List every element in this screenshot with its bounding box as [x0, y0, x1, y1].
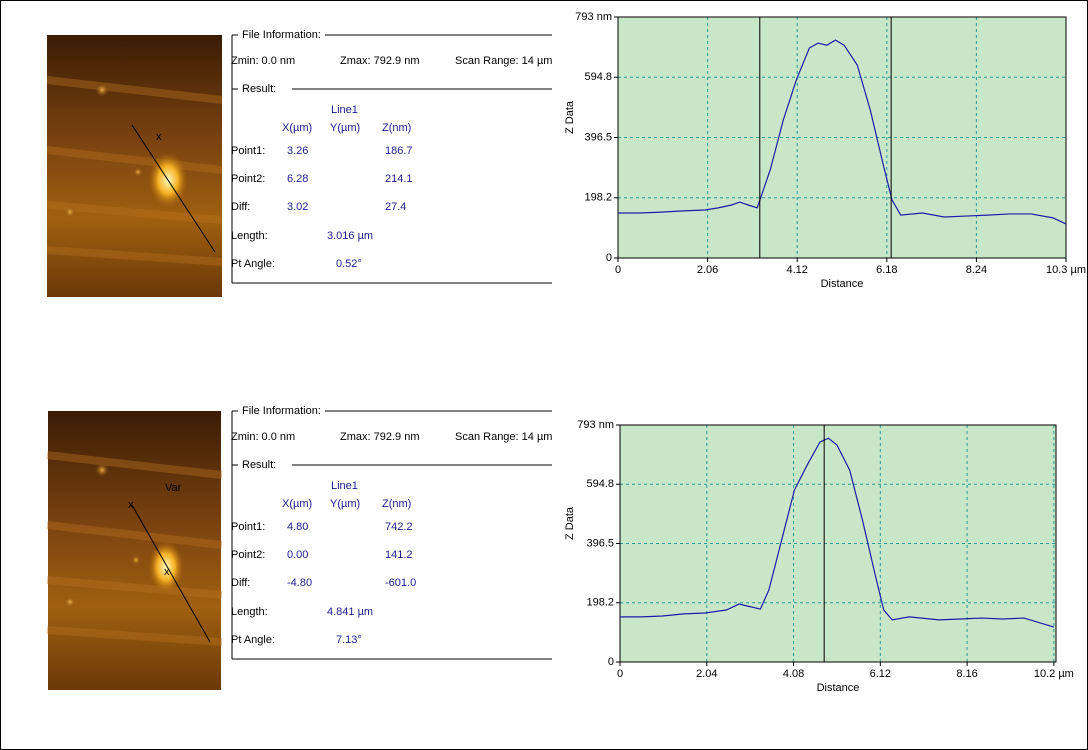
row-label: Diff: [231, 577, 250, 589]
column-header: Y(µm) [330, 122, 360, 134]
image-label: Var [165, 482, 182, 494]
y-tick-label: 396.5 [584, 131, 612, 143]
y-tick-label: 396.5 [586, 537, 614, 549]
column-header: Y(µm) [330, 498, 360, 510]
y-tick-label: 594.8 [586, 478, 614, 490]
x-value: 0.00 [287, 549, 308, 561]
column-header: Z(nm) [382, 498, 411, 510]
line-name: Line1 [331, 480, 358, 492]
zmin: Zmin: 0.0 nm [231, 431, 295, 443]
x-tick-label: 2.06 [697, 264, 718, 276]
svg-text:x: x [128, 499, 134, 511]
x-tick-label: 2.04 [696, 668, 717, 680]
z-value: -601.0 [385, 577, 416, 589]
svg-text:x: x [164, 566, 170, 578]
row-label: Point2: [231, 173, 265, 185]
x-tick-label: 0 [615, 264, 621, 276]
column-header: X(µm) [282, 498, 312, 510]
line-name: Line1 [331, 104, 358, 116]
z-value: 214.1 [385, 173, 413, 185]
x-tick-label: 10.2 µm [1034, 668, 1074, 680]
x-tick-label: 6.12 [870, 668, 891, 680]
angle-label: Pt Angle: [231, 258, 275, 270]
x-value: 6.28 [287, 173, 308, 185]
svg-text:x: x [156, 131, 162, 143]
x-value: -4.80 [287, 577, 312, 589]
x-tick-label: 8.16 [956, 668, 977, 680]
row-label: Point2: [231, 549, 265, 561]
z-value: 141.2 [385, 549, 413, 561]
y-axis-label: Z Data [564, 100, 576, 134]
x-tick-label: 4.12 [786, 264, 807, 276]
x-tick-label: 6.18 [876, 264, 897, 276]
screenshot: x x x File Information: Zmin: 0.0 nm Zmax:… [0, 0, 1088, 750]
z-value: 27.4 [385, 201, 406, 213]
column-header: X(µm) [282, 122, 312, 134]
column-header: Z(nm) [382, 122, 411, 134]
section-label: File Information: [242, 405, 321, 417]
angle-label: Pt Angle: [231, 634, 275, 646]
angle-value: 7.13° [336, 634, 362, 646]
y-axis-label: Z Data [564, 506, 576, 540]
y-tick-label: 594.8 [584, 71, 612, 83]
zmax: Zmax: 792.9 nm [340, 431, 419, 443]
length-value: 4.841 µm [327, 606, 373, 618]
x-axis-label: Distance [817, 682, 860, 694]
scan-range: Scan Range: 14 µm [455, 55, 552, 67]
y-tick-label: 793 nm [575, 11, 612, 23]
afm-image: x x [47, 410, 222, 691]
length-label: Length: [231, 606, 268, 618]
zmax: Zmax: 792.9 nm [340, 55, 419, 67]
x-tick-label: 8.24 [966, 264, 987, 276]
y-tick-label: 198.2 [586, 597, 614, 609]
angle-value: 0.52° [336, 258, 362, 270]
section-label: Result: [242, 459, 276, 471]
x-axis-label: Distance [821, 278, 864, 290]
x-value: 3.02 [287, 201, 308, 213]
zmin: Zmin: 0.0 nm [231, 55, 295, 67]
length-value: 3.016 µm [327, 230, 373, 242]
afm-image: x [47, 35, 222, 297]
z-value: 186.7 [385, 145, 413, 157]
section-label: File Information: [242, 29, 321, 41]
row-label: Point1: [231, 145, 265, 157]
row-label: Point1: [231, 521, 265, 533]
scan-range: Scan Range: 14 µm [455, 431, 552, 443]
length-label: Length: [231, 230, 268, 242]
y-tick-label: 793 nm [577, 419, 614, 431]
row-label: Diff: [231, 201, 250, 213]
x-tick-label: 0 [617, 668, 623, 680]
x-value: 4.80 [287, 521, 308, 533]
section-label: Result: [242, 83, 276, 95]
y-tick-label: 0 [606, 252, 612, 264]
y-tick-label: 0 [608, 656, 614, 668]
y-tick-label: 198.2 [584, 192, 612, 204]
z-value: 742.2 [385, 521, 413, 533]
x-tick-label: 10.3 µm [1046, 264, 1086, 276]
x-tick-label: 4.08 [783, 668, 804, 680]
x-value: 3.26 [287, 145, 308, 157]
